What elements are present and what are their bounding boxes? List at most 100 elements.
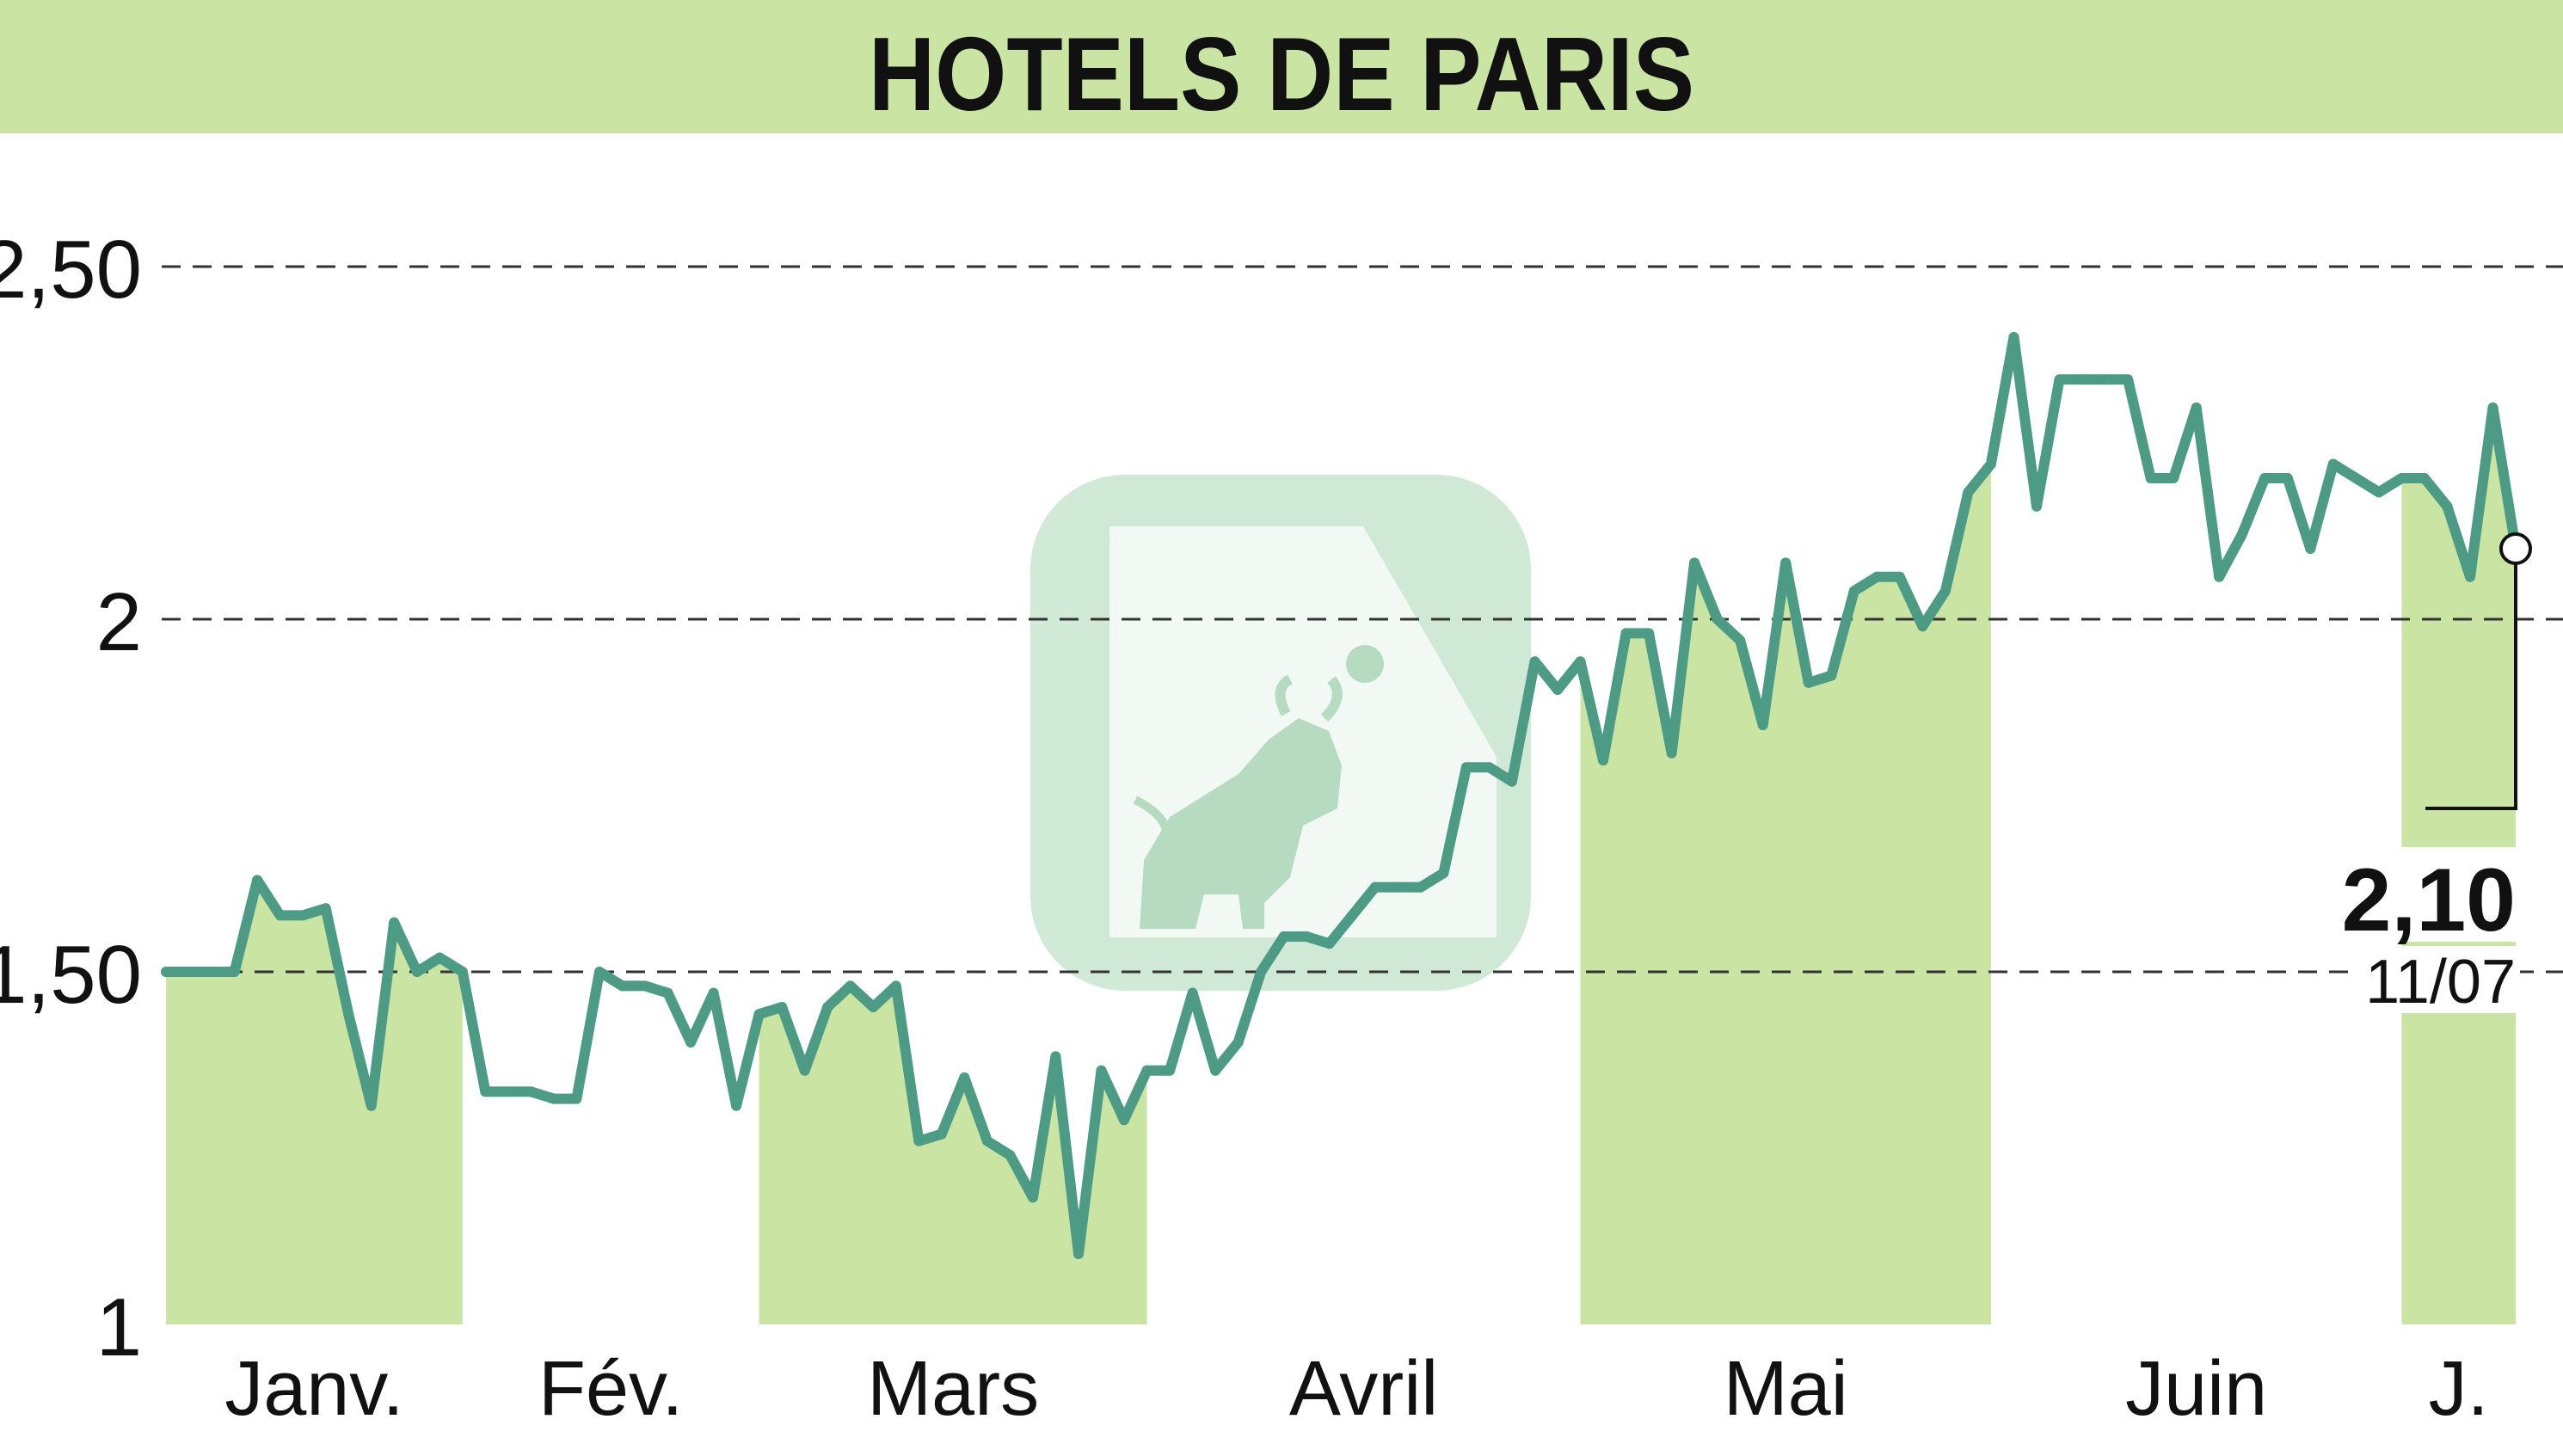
data-point: [183, 967, 194, 977]
data-point: [1210, 1065, 1221, 1076]
last-value-marker: [2499, 532, 2532, 565]
data-point: [343, 1009, 354, 1020]
data-point: [1027, 1192, 1038, 1203]
data-point: [2327, 458, 2339, 470]
x-tick-5: Juin: [2125, 1346, 2267, 1432]
data-point: [1119, 1115, 1129, 1126]
data-point: [1232, 1037, 1244, 1047]
x-tick-0: Janv.: [224, 1346, 403, 1432]
x-tick-2: Mars: [867, 1346, 1039, 1432]
data-point: [1369, 882, 1380, 893]
data-point: [1096, 1065, 1107, 1076]
data-point: [2123, 374, 2134, 385]
data-point: [1438, 868, 1449, 879]
x-tick-4: Mai: [1724, 1346, 1848, 1432]
x-axis: Janv. Fév. Mars Avril Mai Juin J.: [224, 1346, 2489, 1432]
y-tick-3: 2,50: [0, 224, 142, 316]
data-point: [2465, 571, 2475, 582]
data-point: [981, 1135, 993, 1146]
data-point: [366, 1100, 377, 1111]
shade-0: [166, 880, 463, 1324]
data-point: [2054, 374, 2065, 385]
data-point: [457, 967, 468, 977]
data-point: [2077, 374, 2087, 385]
x-tick-3: Avril: [1289, 1346, 1438, 1432]
data-point: [2168, 473, 2179, 483]
data-point: [2419, 473, 2430, 483]
data-point: [161, 967, 171, 977]
data-point: [1141, 1065, 1152, 1076]
data-point: [913, 1135, 925, 1146]
data-point: [2487, 402, 2498, 413]
chart-title: HOTELS DE PARIS: [869, 15, 1694, 132]
data-point: [1712, 614, 1723, 624]
last-value-leader: [2425, 563, 2517, 810]
data-point: [1506, 776, 1517, 787]
last-value-bg: [2327, 847, 2518, 942]
data-point: [1575, 656, 1586, 667]
data-point: [1301, 931, 1312, 942]
data-point: [1392, 882, 1404, 893]
data-point: [1187, 987, 1198, 998]
last-date: 11/07: [2365, 948, 2516, 1017]
shade-2: [759, 986, 1147, 1324]
last-value-annotation: 2,10 11/07: [2327, 532, 2532, 1017]
data-point: [1848, 586, 1859, 597]
y-tick-0: 1: [96, 1281, 142, 1373]
data-point: [845, 980, 856, 992]
data-point: [1050, 1051, 1061, 1062]
data-point: [2008, 332, 2019, 342]
x-tick-1: Fév.: [538, 1346, 683, 1432]
y-axis: 1 1,50 2 2,50: [0, 224, 142, 1373]
data-point: [1073, 1249, 1084, 1259]
data-point: [1256, 967, 1267, 977]
data-point: [320, 903, 331, 914]
y-tick-2: 2: [96, 576, 142, 668]
data-point: [959, 1072, 970, 1083]
data-point: [1757, 720, 1768, 730]
data-point: [571, 1093, 582, 1104]
title-band: [0, 0, 2563, 133]
data-point: [1005, 1150, 1016, 1161]
data-point: [2305, 544, 2316, 554]
data-point: [777, 1002, 788, 1012]
x-tick-6: J.: [2429, 1346, 2489, 1432]
data-point: [2214, 571, 2225, 582]
data-point: [1644, 628, 1655, 639]
data-point: [685, 1037, 697, 1047]
data-point: [799, 1065, 810, 1076]
data-point: [298, 910, 309, 921]
data-point: [2099, 374, 2111, 385]
data-point: [2282, 473, 2293, 483]
data-point: [1872, 571, 1883, 582]
data-point: [1666, 747, 1677, 759]
data-point: [434, 952, 446, 963]
data-point: [2191, 402, 2202, 413]
data-point: [1963, 487, 1974, 498]
data-point: [1598, 755, 1608, 765]
data-point: [1529, 656, 1540, 667]
data-point: [2259, 473, 2271, 483]
data-point: [753, 1009, 765, 1020]
data-point: [1324, 938, 1335, 949]
data-point: [868, 1002, 879, 1012]
y-tick-1: 1,50: [0, 929, 142, 1021]
data-point: [822, 1002, 833, 1012]
data-point: [1939, 586, 1951, 597]
data-point: [1620, 628, 1632, 639]
data-point: [1484, 762, 1495, 773]
data-point: [2373, 487, 2384, 498]
data-point: [1917, 621, 1928, 632]
data-point: [252, 875, 263, 886]
data-point: [640, 980, 650, 992]
data-point: [206, 967, 217, 977]
data-point: [594, 967, 605, 977]
data-point: [1278, 931, 1289, 942]
data-point: [411, 967, 422, 977]
watermark-logo: [1030, 475, 1531, 991]
data-point: [1894, 571, 1905, 582]
data-point: [2236, 529, 2247, 540]
last-value: 2,10: [2342, 851, 2516, 950]
data-point: [1460, 762, 1472, 773]
